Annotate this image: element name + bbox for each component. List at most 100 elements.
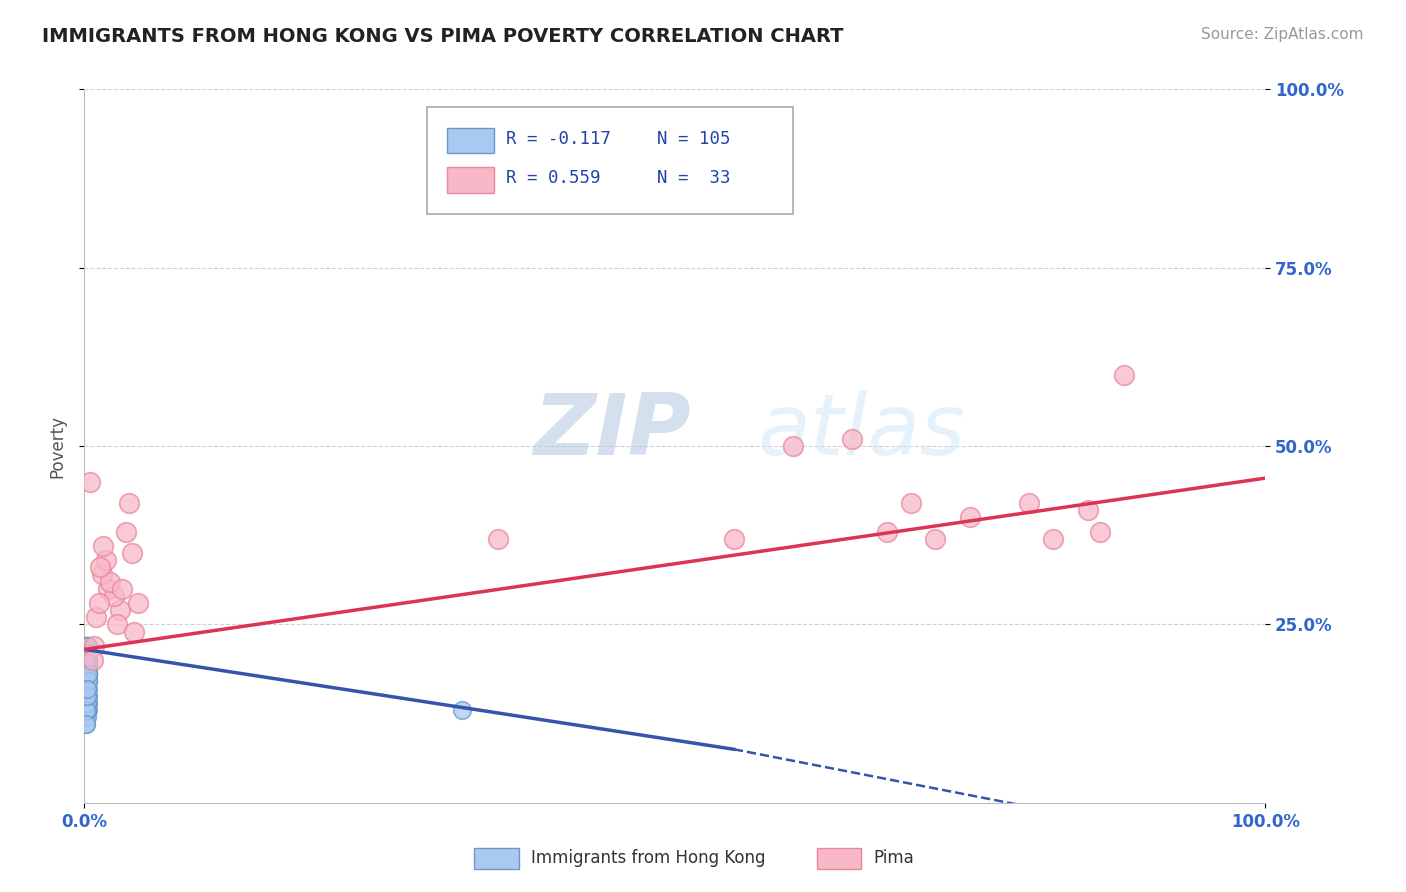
Point: [76, 681, 98, 696]
Point: [1042, 532, 1064, 546]
Point: [76, 639, 98, 653]
Point: [900, 496, 922, 510]
Point: [75, 689, 97, 703]
Point: [76, 689, 98, 703]
Point: [76, 674, 98, 689]
Point: [76, 689, 98, 703]
Point: [76, 660, 98, 674]
Point: [76, 689, 98, 703]
Point: [76, 710, 98, 724]
Point: [84, 610, 107, 624]
Point: [77, 696, 100, 710]
Point: [127, 596, 149, 610]
Text: N = 105: N = 105: [657, 130, 731, 148]
Point: [75, 674, 97, 689]
Point: [114, 524, 136, 539]
Point: [76, 646, 98, 660]
Point: [486, 532, 509, 546]
Point: [75, 681, 97, 696]
Point: [77, 646, 100, 660]
Point: [1088, 524, 1111, 539]
Point: [83, 639, 105, 653]
Point: [77, 667, 100, 681]
Point: [77, 667, 100, 681]
Point: [75, 653, 97, 667]
Point: [723, 532, 745, 546]
Point: [75, 667, 97, 681]
Point: [76, 696, 98, 710]
Point: [77, 667, 100, 681]
Point: [103, 589, 125, 603]
Point: [76, 660, 98, 674]
Point: [75, 667, 97, 681]
Point: [77, 653, 100, 667]
Bar: [474, 847, 519, 869]
Point: [75, 674, 97, 689]
Point: [76, 639, 98, 653]
Point: [77, 667, 100, 681]
Point: [76, 689, 98, 703]
Text: ZIP: ZIP: [533, 390, 690, 474]
Point: [76, 689, 98, 703]
Text: Source: ZipAtlas.com: Source: ZipAtlas.com: [1201, 27, 1364, 42]
Point: [118, 496, 141, 510]
Text: Immigrants from Hong Kong: Immigrants from Hong Kong: [531, 849, 765, 867]
Point: [75, 667, 97, 681]
Point: [77, 639, 100, 653]
Point: [79, 475, 101, 489]
Point: [94, 553, 117, 567]
Point: [76, 681, 98, 696]
Text: R = 0.559: R = 0.559: [506, 169, 600, 186]
Text: IMMIGRANTS FROM HONG KONG VS PIMA POVERTY CORRELATION CHART: IMMIGRANTS FROM HONG KONG VS PIMA POVERT…: [42, 27, 844, 45]
Point: [75, 681, 97, 696]
Point: [76, 696, 98, 710]
Point: [1077, 503, 1099, 517]
Point: [76, 653, 98, 667]
Point: [77, 653, 100, 667]
Point: [91, 539, 114, 553]
Point: [108, 603, 131, 617]
Point: [75, 660, 97, 674]
Point: [1112, 368, 1135, 382]
Point: [76, 653, 98, 667]
Point: [76, 646, 98, 660]
Bar: [447, 128, 494, 153]
Point: [76, 667, 98, 681]
Text: atlas: atlas: [758, 390, 966, 474]
Point: [76, 689, 98, 703]
Bar: [817, 847, 862, 869]
Point: [75, 660, 97, 674]
Point: [75, 681, 97, 696]
Point: [75, 696, 97, 710]
Point: [87, 596, 110, 610]
Point: [75, 689, 97, 703]
Point: [75, 703, 97, 717]
Point: [75, 653, 97, 667]
Point: [76, 674, 98, 689]
Point: [77, 653, 100, 667]
Point: [75, 681, 97, 696]
Point: [76, 703, 98, 717]
Point: [77, 667, 100, 681]
Point: [76, 653, 98, 667]
Point: [76, 653, 98, 667]
Point: [76, 667, 98, 681]
Point: [75, 639, 97, 653]
Point: [77, 639, 100, 653]
Point: [77, 660, 100, 674]
Text: R = -0.117: R = -0.117: [506, 130, 612, 148]
Text: Pima: Pima: [873, 849, 914, 867]
Point: [122, 624, 145, 639]
Point: [76, 681, 98, 696]
Y-axis label: Poverty: Poverty: [48, 415, 66, 477]
Point: [75, 681, 97, 696]
Point: [76, 689, 98, 703]
Point: [75, 703, 97, 717]
Point: [76, 660, 98, 674]
Point: [75, 674, 97, 689]
Point: [107, 617, 129, 632]
Point: [77, 674, 100, 689]
Point: [76, 639, 98, 653]
Point: [98, 574, 121, 589]
Point: [76, 703, 98, 717]
